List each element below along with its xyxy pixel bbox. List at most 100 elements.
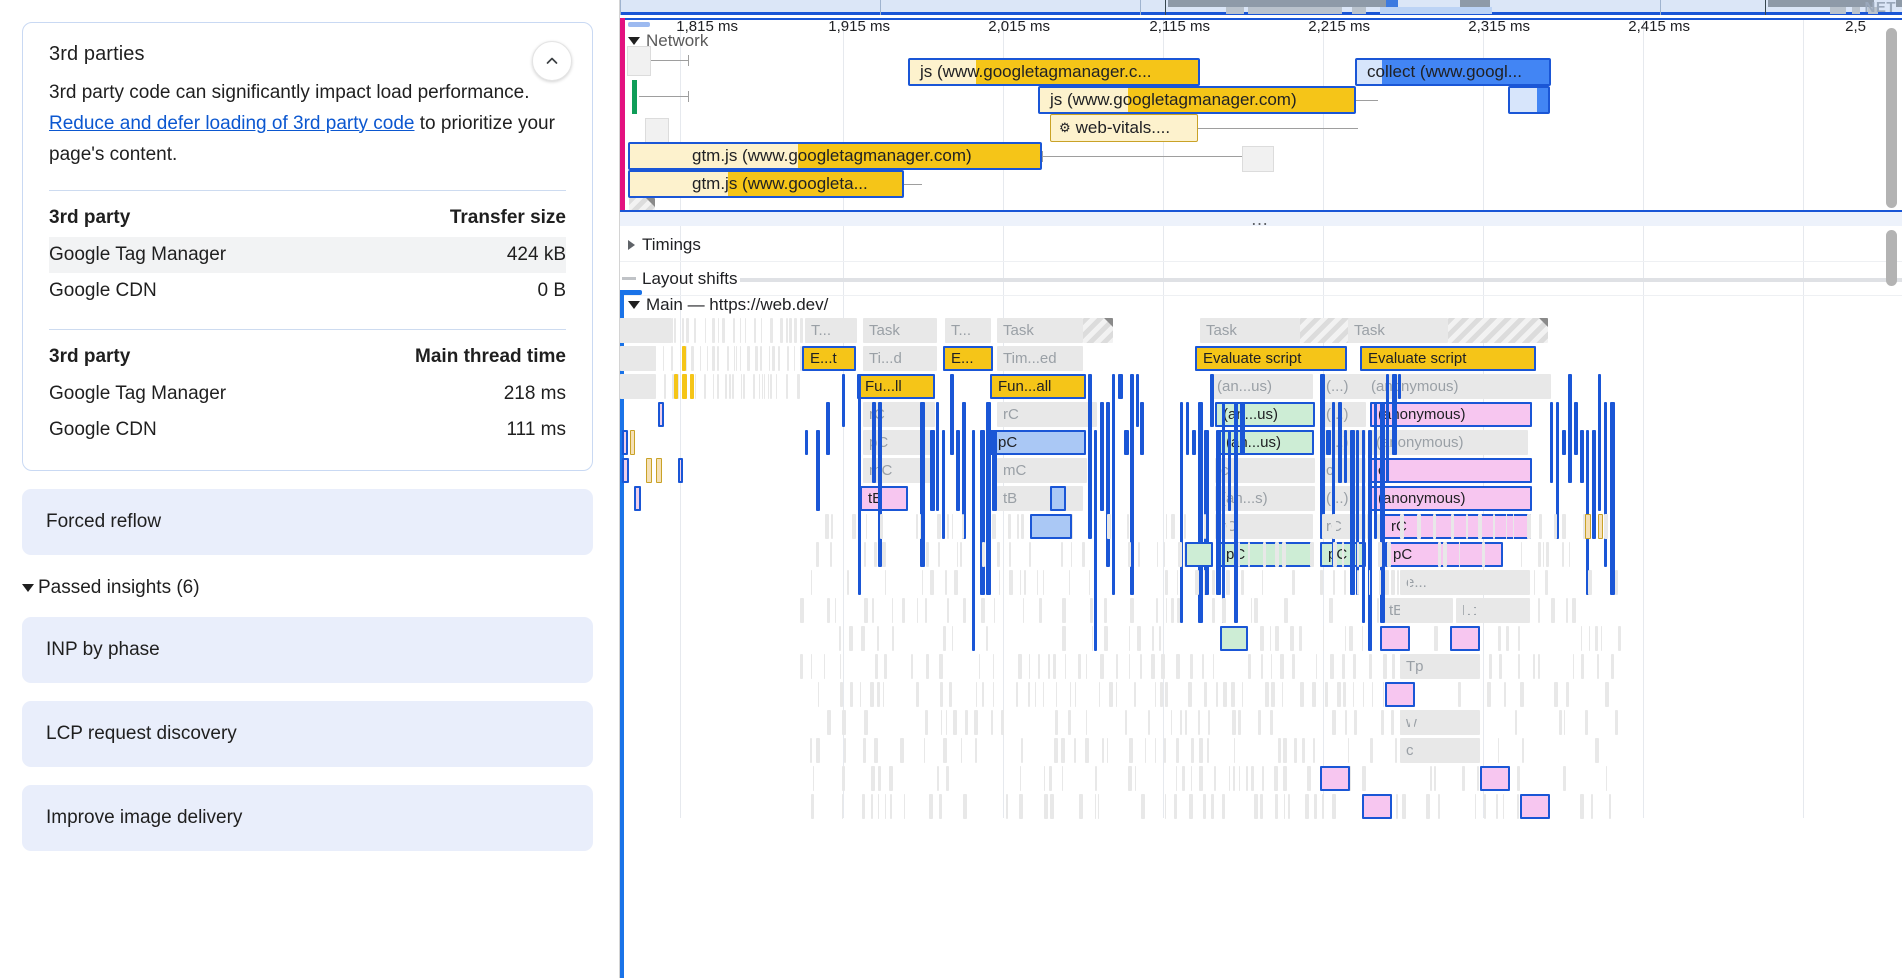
flame-micro-block[interactable] [1263,542,1266,567]
flame-micro-block[interactable] [835,598,836,623]
flame-micro-block[interactable] [1006,794,1008,819]
passed-insights-header[interactable]: Passed insights (6) [22,577,593,599]
flame-micro-block[interactable] [917,598,918,623]
flame-micro-block[interactable] [712,346,715,371]
flame-micro-block[interactable] [1562,430,1566,455]
flame-block[interactable]: e... [1400,570,1530,595]
flame-micro-block[interactable] [755,346,758,371]
flame-block[interactable]: (anonymous) [1370,486,1532,511]
flame-micro-block[interactable] [1240,402,1245,455]
flame-micro-block[interactable] [929,794,933,819]
flame-micro-block[interactable] [1238,710,1241,735]
flame-micro-block[interactable] [1050,794,1054,819]
flame-micro-block[interactable] [1323,626,1324,651]
flame-micro-block[interactable] [1023,598,1024,623]
flame-micro-block[interactable] [1157,542,1158,567]
flame-micro-block[interactable] [725,374,727,399]
main-scrollbar[interactable] [1886,230,1897,286]
flame-micro-block[interactable] [1573,654,1574,679]
flame-micro-block[interactable] [1395,738,1397,763]
flame-micro-block[interactable] [794,318,797,343]
flame-micro-block[interactable] [1320,570,1323,595]
flame-micro-block[interactable] [780,318,783,343]
flame-micro-block[interactable] [1368,430,1372,651]
flame-micro-block[interactable] [904,794,905,819]
flame-micro-block[interactable] [1037,570,1038,595]
flame-micro-block[interactable] [1258,710,1261,735]
flame-micro-block[interactable] [1254,794,1258,819]
flame-micro-block[interactable] [1316,654,1317,679]
flame-micro-block[interactable] [1580,430,1584,483]
flame-micro-block[interactable] [826,402,830,455]
flame-micro-block[interactable] [925,598,927,623]
flame-micro-block[interactable] [1055,710,1058,735]
flame-micro-block[interactable] [1585,514,1591,539]
flame-micro-block[interactable] [982,682,984,707]
flame-micro-block[interactable] [1417,514,1421,539]
flame-micro-block[interactable] [1472,738,1475,763]
flame-micro-block[interactable] [1480,766,1510,791]
flame-micro-block[interactable] [811,654,812,679]
flame-micro-block[interactable] [840,654,841,679]
flame-micro-block[interactable] [1180,710,1182,735]
flame-micro-block[interactable] [957,542,958,567]
flame-micro-block[interactable] [678,458,683,483]
flame-micro-block[interactable] [816,430,820,511]
flame-micro-block[interactable] [1191,766,1192,791]
flame-micro-block[interactable] [1128,766,1132,791]
flame-micro-block[interactable] [1166,598,1167,623]
flame-micro-block[interactable] [943,738,947,763]
flame-micro-block[interactable] [920,514,921,539]
flame-micro-block[interactable] [1137,626,1141,651]
flame-micro-block[interactable] [1448,738,1449,763]
flame-micro-block[interactable] [981,598,985,623]
flame-micro-block[interactable] [1588,570,1592,595]
flame-micro-block[interactable] [1001,710,1004,735]
flame-micro-block[interactable] [1270,626,1271,651]
flame-micro-block[interactable] [761,318,762,343]
flame-micro-block[interactable] [842,374,845,427]
flame-block[interactable]: pC [990,430,1086,455]
flame-micro-block[interactable] [874,738,878,763]
flame-micro-block[interactable] [1545,570,1548,595]
flame-micro-block[interactable] [872,402,876,483]
flame-micro-block[interactable] [800,598,804,623]
flame-micro-block[interactable] [884,654,887,679]
flame-micro-block[interactable] [1326,430,1331,455]
flame-micro-block[interactable] [620,374,656,399]
flame-micro-block[interactable] [1135,766,1136,791]
flame-micro-block[interactable] [622,430,628,455]
flame-micro-block[interactable] [1174,794,1177,819]
flame-micro-block[interactable] [1527,514,1531,539]
flame-micro-block[interactable] [1238,542,1240,567]
flame-micro-block[interactable] [1231,682,1235,707]
flame-micro-block[interactable] [1140,654,1142,679]
flame-micro-block[interactable] [1436,570,1439,595]
flame-micro-block[interactable] [705,318,706,343]
flame-micro-block[interactable] [1521,542,1522,567]
flame-micro-block[interactable] [740,318,741,343]
flame-micro-block[interactable] [1254,598,1258,623]
flame-micro-block[interactable] [1462,766,1465,791]
flame-micro-block[interactable] [1538,654,1540,679]
flame-micro-block[interactable] [1380,402,1385,623]
flame-micro-block[interactable] [1127,514,1129,539]
flame-chart[interactable]: T... Task T... Task Task Task E...t Ti...d E... T… [620,318,1902,978]
flame-micro-block[interactable] [992,430,997,511]
flame-micro-block[interactable] [1586,430,1589,595]
flame-micro-block[interactable] [1020,766,1021,791]
flame-micro-block[interactable] [1354,710,1357,735]
flame-micro-block[interactable] [686,318,689,343]
flame-micro-block[interactable] [1071,514,1073,539]
flame-micro-block[interactable] [1030,514,1072,539]
flame-micro-block[interactable] [1203,794,1206,819]
flame-micro-block[interactable] [1589,626,1590,651]
flame-micro-block[interactable] [1333,542,1337,567]
flame-micro-block[interactable] [1538,598,1540,623]
flame-micro-block[interactable] [1292,514,1296,539]
flame-micro-block[interactable] [1337,682,1341,707]
flame-micro-block[interactable] [1332,710,1336,735]
flame-micro-block[interactable] [1329,598,1333,623]
flame-micro-block[interactable] [1377,514,1380,539]
main-track-header[interactable]: Main — https://web.dev/ [628,295,828,315]
